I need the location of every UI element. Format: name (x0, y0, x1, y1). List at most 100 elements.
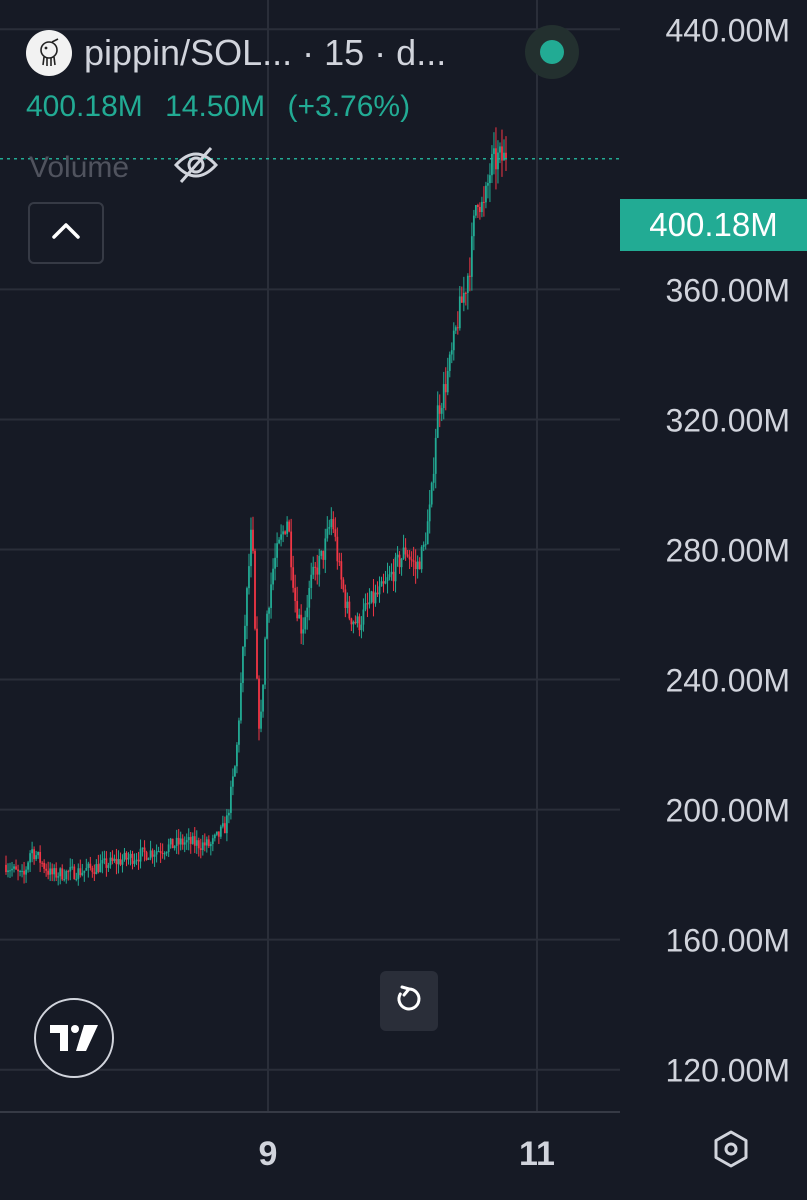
candle (296, 586, 299, 622)
candle (336, 527, 339, 570)
candle (137, 851, 140, 870)
candle (223, 816, 226, 834)
candle (19, 869, 21, 877)
candle (67, 869, 70, 881)
candle (288, 519, 291, 533)
candle (17, 864, 19, 881)
x-tick-label: 11 (519, 1135, 555, 1173)
candle (232, 768, 234, 796)
chart-settings-button[interactable] (708, 1128, 754, 1174)
candle (238, 717, 240, 753)
candle (354, 615, 357, 625)
candle (400, 557, 403, 576)
candle (115, 848, 118, 875)
last-price-tag: 400.18M (620, 199, 807, 251)
candle (185, 833, 188, 850)
candle (97, 854, 100, 874)
candle (352, 620, 355, 634)
candle (408, 550, 411, 570)
candle (39, 845, 42, 873)
candle (81, 863, 84, 877)
candle (197, 837, 200, 857)
candle (113, 854, 116, 863)
candle (380, 576, 383, 587)
candle (236, 742, 238, 774)
candle (436, 391, 439, 439)
candle (489, 163, 491, 203)
candle (404, 538, 407, 561)
reset-chart-button[interactable] (380, 971, 438, 1031)
candle (376, 581, 379, 598)
exchange-label[interactable]: d... (396, 32, 447, 73)
candle (23, 861, 25, 884)
candle (171, 838, 174, 849)
candle (258, 675, 260, 741)
candle (468, 257, 471, 292)
candle (264, 636, 266, 690)
candle (61, 864, 64, 881)
candle (31, 841, 34, 863)
candle (242, 646, 244, 693)
header-separator: · (302, 32, 315, 73)
candle (47, 861, 50, 880)
candle (366, 592, 369, 618)
candle (129, 850, 132, 866)
candle (406, 550, 409, 558)
candle (378, 576, 381, 603)
eye-off-icon[interactable] (173, 145, 219, 190)
candle (181, 834, 184, 850)
candle (234, 765, 236, 777)
candle (145, 850, 148, 861)
candle (497, 140, 499, 184)
ohlc-legend: 400.18M 14.50M (+3.76%) (26, 90, 424, 124)
volume-indicator: Volume (29, 145, 219, 190)
collapse-legend-button[interactable] (28, 202, 104, 264)
candle (274, 543, 276, 581)
candle (9, 862, 11, 879)
y-tick-label: 160.00M (665, 923, 790, 959)
x-tick-label: 9 (259, 1135, 278, 1173)
price-change: 14.50M (165, 90, 266, 123)
candle (87, 861, 90, 878)
market-status[interactable] (525, 25, 579, 79)
candle (161, 843, 164, 859)
candle (65, 869, 68, 884)
candle (432, 457, 435, 491)
candle (79, 859, 82, 878)
candle (147, 857, 150, 860)
candle (442, 371, 445, 420)
interval-label[interactable]: 15 (324, 32, 365, 73)
candle (41, 861, 44, 867)
candle (326, 516, 329, 542)
candle (428, 489, 431, 534)
candle (358, 613, 361, 637)
candle (487, 174, 489, 199)
candle (250, 517, 252, 578)
candle (454, 325, 457, 334)
x-axis[interactable]: 9 11 (259, 1135, 555, 1173)
candles (5, 127, 507, 886)
candle (203, 833, 206, 852)
candle (302, 617, 305, 645)
candle (207, 835, 210, 849)
candle (312, 556, 315, 579)
candle (45, 863, 48, 877)
candle (348, 596, 351, 621)
candle (278, 537, 280, 545)
candle (183, 836, 186, 853)
symbol-header[interactable]: pippin/SOL... · 15 · d... (26, 28, 446, 78)
candle (372, 578, 375, 617)
y-axis[interactable]: 440.00M 360.00M 320.00M 280.00M 240.00M 200.0… (665, 12, 790, 1088)
candle (85, 858, 88, 871)
candle (107, 862, 110, 872)
candle (179, 831, 182, 851)
candle (133, 853, 136, 867)
candle (430, 481, 433, 508)
candle (330, 507, 333, 536)
candle (481, 196, 483, 218)
tradingview-logo-icon[interactable] (34, 998, 114, 1078)
candle (370, 590, 373, 604)
symbol-name[interactable]: pippin/SOL... (84, 32, 293, 73)
candle (464, 291, 467, 306)
